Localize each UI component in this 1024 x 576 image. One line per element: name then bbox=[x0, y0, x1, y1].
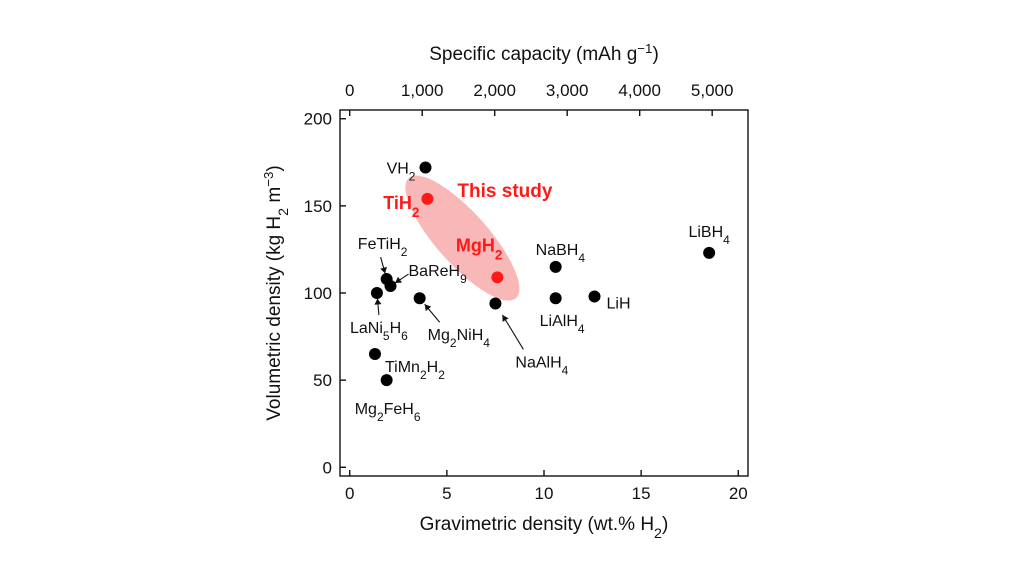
this-study-label: This study bbox=[457, 181, 552, 202]
top-tick-label: 1,000 bbox=[401, 81, 444, 100]
top-tick-label: 2,000 bbox=[473, 81, 516, 100]
point-label-bareh9: BaReH9 bbox=[409, 263, 468, 286]
point-label-vh2: VH2 bbox=[387, 161, 416, 184]
point-label-lialh4: LiAlH4 bbox=[540, 313, 585, 336]
data-points bbox=[368, 161, 716, 387]
point-naalh4 bbox=[489, 297, 502, 310]
x-tick-label: 10 bbox=[535, 484, 554, 503]
point-mgh2 bbox=[491, 271, 504, 284]
point-vh2 bbox=[419, 161, 432, 174]
arrowhead-fetih2 bbox=[380, 266, 387, 274]
x-tick-label: 15 bbox=[632, 484, 651, 503]
point-bareh9 bbox=[384, 280, 397, 293]
top-axis-ticks: 0 1,000 2,000 3,000 4,000 5,000 bbox=[345, 81, 733, 116]
top-axis-title: Specific capacity (mAh g−1) bbox=[429, 41, 659, 66]
x-tick-label: 5 bbox=[442, 484, 451, 503]
point-timn2h2 bbox=[368, 348, 381, 360]
arrowhead-lani5h6 bbox=[374, 298, 382, 305]
y-tick-label: 50 bbox=[313, 371, 332, 390]
point-libh4 bbox=[703, 246, 716, 259]
point-lih bbox=[588, 290, 601, 303]
point-label-lani5h6: LaNi5H6 bbox=[350, 320, 408, 343]
y-tick-label: 200 bbox=[304, 110, 332, 129]
arrow-naalh4 bbox=[501, 314, 524, 350]
point-label-tih2: TiH2 bbox=[383, 193, 419, 220]
point-label-libh4: LiBH4 bbox=[688, 224, 730, 247]
point-label-nabh4: NaBH4 bbox=[536, 242, 586, 265]
x-axis-ticks: 0 5 10 15 20 bbox=[345, 470, 748, 503]
point-mg2nih4 bbox=[413, 292, 426, 305]
top-tick-label: 4,000 bbox=[618, 81, 661, 100]
point-label-naalh4: NaAlH4 bbox=[515, 354, 568, 377]
point-label-mgh2: MgH2 bbox=[456, 235, 503, 261]
this-study-region bbox=[405, 175, 520, 301]
point-mg2feh6 bbox=[380, 374, 393, 387]
point-label-timn2h2: TiMn2H2 bbox=[385, 359, 445, 382]
y-tick-label: 0 bbox=[323, 458, 332, 477]
top-tick-label: 5,000 bbox=[691, 81, 734, 100]
x-tick-label: 0 bbox=[345, 484, 354, 503]
point-lani5h6 bbox=[370, 287, 383, 299]
top-tick-label: 0 bbox=[345, 81, 354, 100]
point-label-lih: LiH bbox=[607, 295, 631, 312]
top-tick-label: 3,000 bbox=[546, 81, 589, 100]
arrowhead-mg2nih4 bbox=[424, 304, 432, 312]
x-tick-label: 20 bbox=[729, 484, 748, 503]
point-label-fetih2: FeTiH2 bbox=[358, 236, 408, 259]
point-lialh4 bbox=[549, 292, 562, 305]
label-arrows bbox=[374, 256, 524, 350]
point-label-mg2nih4: Mg2NiH4 bbox=[428, 327, 491, 350]
x-axis-title: Gravimetric density (wt.% H2) bbox=[420, 514, 669, 542]
arrowhead-naalh4 bbox=[502, 314, 509, 322]
arrowhead-bareh9 bbox=[395, 276, 402, 284]
point-nabh4 bbox=[549, 260, 562, 273]
y-tick-label: 100 bbox=[304, 284, 332, 303]
y-axis-title: Volumetric density (kg H2 m−3) bbox=[261, 165, 293, 420]
point-tih2 bbox=[421, 192, 434, 205]
point-label-mg2feh6: Mg2FeH6 bbox=[355, 401, 421, 424]
this-study-ellipse bbox=[405, 175, 520, 301]
y-axis-ticks: 0 50 100 150 200 bbox=[304, 110, 346, 477]
y-tick-label: 150 bbox=[304, 197, 332, 216]
